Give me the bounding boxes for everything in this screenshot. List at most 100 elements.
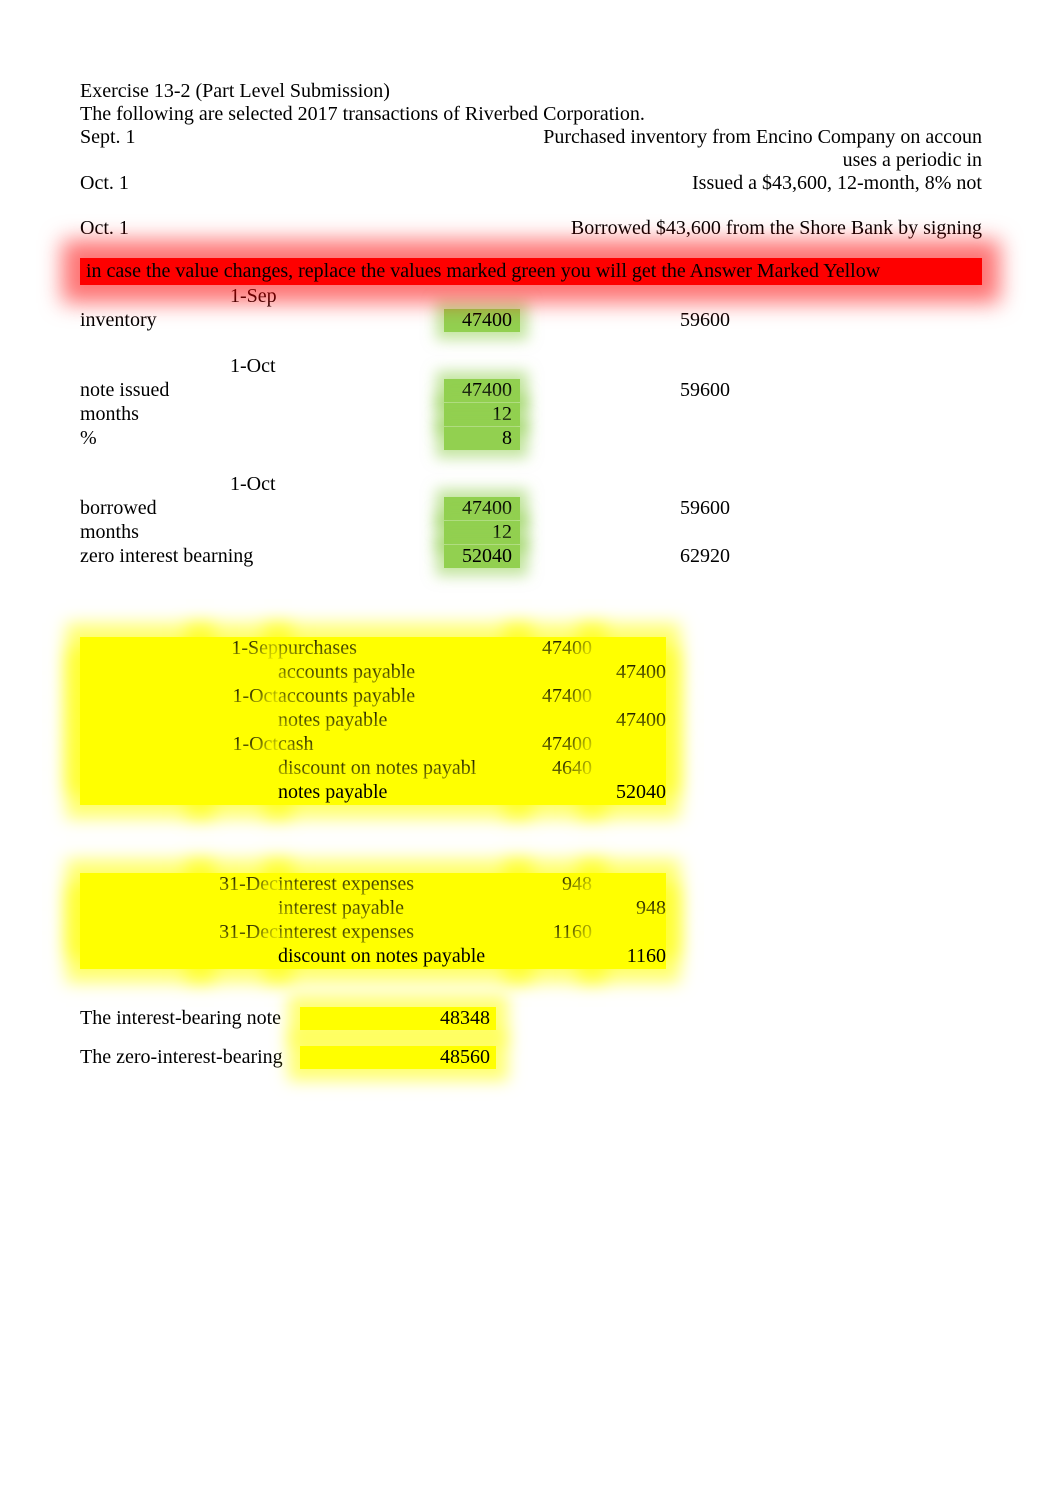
journal-credit bbox=[592, 921, 666, 945]
journal-debit: 948 bbox=[518, 873, 592, 897]
journal-date bbox=[200, 945, 278, 969]
journal-account: cash bbox=[278, 733, 518, 757]
input-label: borrowed bbox=[80, 497, 230, 520]
journal-account: notes payable bbox=[278, 709, 518, 733]
problem-row: Sept. 1 Purchased inventory from Encino … bbox=[80, 126, 982, 149]
input-green: 12 bbox=[444, 403, 520, 426]
note-value: 48348 bbox=[300, 1007, 496, 1030]
input-label: months bbox=[80, 521, 230, 544]
input-row: % 8 bbox=[80, 427, 982, 451]
problem-date: Oct. 1 bbox=[80, 217, 460, 240]
input-label: months bbox=[80, 403, 230, 426]
input-green: 47400 bbox=[444, 497, 520, 520]
problem-row: Oct. 1 Borrowed $43,600 from the Shore B… bbox=[80, 217, 982, 240]
journal-date bbox=[200, 897, 278, 921]
input-row: borrowed 47400 59600 bbox=[80, 497, 982, 521]
journal-debit bbox=[518, 709, 592, 733]
input-right: 59600 bbox=[640, 379, 730, 402]
journal-credit: 47400 bbox=[592, 661, 666, 685]
exercise-intro: The following are selected 2017 transact… bbox=[80, 103, 982, 126]
journal-credit bbox=[592, 757, 666, 781]
input-label: % bbox=[80, 427, 230, 450]
input-green: 12 bbox=[444, 521, 520, 544]
journal-date: 1-Sep bbox=[200, 637, 278, 661]
journal-debit bbox=[518, 897, 592, 921]
journal-credit bbox=[592, 685, 666, 709]
input-row: note issued 47400 59600 bbox=[80, 379, 982, 403]
problem-block: Sept. 1 Purchased inventory from Encino … bbox=[80, 126, 982, 240]
journal-table-1: 1-Sep purchases47400 accounts payable474… bbox=[80, 637, 982, 805]
problem-date: Sept. 1 bbox=[80, 126, 460, 149]
journal-account: interest expenses bbox=[278, 921, 518, 945]
problem-row: Oct. 1 Issued a $43,600, 12-month, 8% no… bbox=[80, 172, 982, 195]
journal-debit: 47400 bbox=[518, 637, 592, 661]
input-row: inventory 47400 59600 bbox=[80, 309, 982, 333]
input-right: 62920 bbox=[640, 545, 730, 568]
journal-debit: 1160 bbox=[518, 921, 592, 945]
problem-text: Purchased inventory from Encino Company … bbox=[460, 126, 982, 149]
problem-row: uses a periodic in bbox=[80, 149, 982, 172]
input-green: 8 bbox=[444, 427, 520, 450]
instruction-banner: in case the value changes, replace the v… bbox=[80, 258, 982, 285]
journal-date: 1-Oct bbox=[200, 733, 278, 757]
journal-date: 1-Oct bbox=[200, 685, 278, 709]
problem-text: uses a periodic in bbox=[460, 149, 982, 172]
journal-credit bbox=[592, 637, 666, 661]
journal-account: notes payable bbox=[278, 781, 518, 805]
journal-account: purchases bbox=[278, 637, 518, 661]
journal-credit bbox=[592, 873, 666, 897]
section-date: 1-Oct bbox=[230, 473, 300, 496]
journal-debit: 47400 bbox=[518, 685, 592, 709]
journal-account: interest payable bbox=[278, 897, 518, 921]
journal-debit: 4640 bbox=[518, 757, 592, 781]
problem-text: Issued a $43,600, 12-month, 8% not bbox=[460, 172, 982, 195]
journal-date bbox=[200, 757, 278, 781]
input-label: note issued bbox=[80, 379, 230, 402]
journal-credit bbox=[592, 733, 666, 757]
journal-date bbox=[200, 709, 278, 733]
problem-text: Borrowed $43,600 from the Shore Bank by … bbox=[460, 217, 982, 240]
input-label: inventory bbox=[80, 309, 230, 332]
journal-account: interest expenses bbox=[278, 873, 518, 897]
journal-date bbox=[200, 781, 278, 805]
input-green: 52040 bbox=[444, 545, 520, 568]
inputs-block: 1-Sep inventory 47400 59600 1-Oct note i… bbox=[80, 285, 982, 569]
input-row: months 12 bbox=[80, 403, 982, 427]
note-label: The zero-interest-bearing bbox=[80, 1046, 300, 1069]
journal-credit: 948 bbox=[592, 897, 666, 921]
note-row: The zero-interest-bearing 48560 bbox=[80, 1046, 982, 1069]
journal-credit: 52040 bbox=[592, 781, 666, 805]
section-date: 1-Sep bbox=[230, 285, 300, 308]
journal-debit: 47400 bbox=[518, 733, 592, 757]
input-row: months 12 bbox=[80, 521, 982, 545]
journal-date: 31-Dec bbox=[200, 921, 278, 945]
note-value: 48560 bbox=[300, 1046, 496, 1069]
section-date-row: 1-Oct bbox=[80, 355, 982, 379]
input-row: zero interest bearning 52040 62920 bbox=[80, 545, 982, 569]
journal-debit bbox=[518, 781, 592, 805]
journal-table-2: 31-Dec interest expenses948 interest pay… bbox=[80, 873, 982, 969]
input-right: 59600 bbox=[640, 309, 730, 332]
problem-date bbox=[80, 149, 460, 172]
journal-credit: 47400 bbox=[592, 709, 666, 733]
journal-account: discount on notes payable bbox=[278, 945, 518, 969]
problem-date: Oct. 1 bbox=[80, 172, 460, 195]
section-date-row: 1-Oct bbox=[80, 473, 982, 497]
note-row: The interest-bearing note 48348 bbox=[80, 1007, 982, 1030]
page: Exercise 13-2 (Part Level Submission) Th… bbox=[0, 0, 1062, 1109]
journal-account: discount on notes payabl bbox=[278, 757, 518, 781]
input-green: 47400 bbox=[444, 379, 520, 402]
section-date-row: 1-Sep bbox=[80, 285, 982, 309]
journal-date bbox=[200, 661, 278, 685]
input-green: 47400 bbox=[444, 309, 520, 332]
note-label: The interest-bearing note bbox=[80, 1007, 300, 1030]
journal-credit: 1160 bbox=[592, 945, 666, 969]
journal-date: 31-Dec bbox=[200, 873, 278, 897]
input-label: zero interest bearning bbox=[80, 545, 285, 568]
input-right: 59600 bbox=[640, 497, 730, 520]
exercise-title: Exercise 13-2 (Part Level Submission) bbox=[80, 80, 982, 103]
section-date: 1-Oct bbox=[230, 355, 300, 378]
journal-account: accounts payable bbox=[278, 661, 518, 685]
journal-account: accounts payable bbox=[278, 685, 518, 709]
journal-debit bbox=[518, 945, 592, 969]
